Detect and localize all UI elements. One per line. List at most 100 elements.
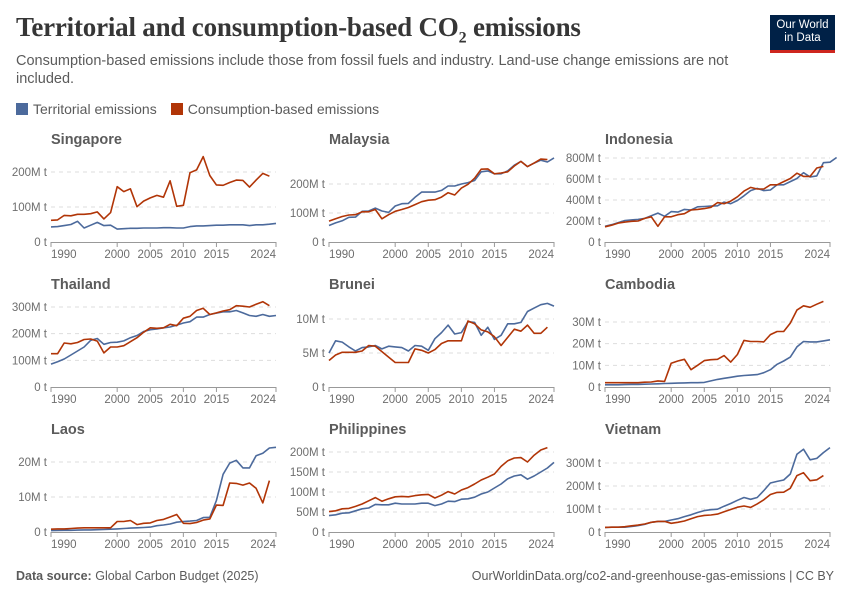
x-tick-label: 2005	[415, 539, 441, 551]
x-tick-label: 2024	[804, 394, 830, 406]
territorial-line	[604, 156, 838, 228]
territorial-line	[328, 461, 555, 517]
territorial-line	[50, 446, 277, 532]
x-tick-label: 2000	[658, 249, 684, 261]
consumption-line	[328, 320, 548, 364]
territorial-line	[604, 446, 831, 529]
x-tick-label: 2010	[449, 394, 475, 406]
footer-url[interactable]: OurWorldinData.org/co2-and-greenhouse-ga…	[471, 569, 834, 583]
x-tick-label: 2000	[104, 249, 130, 261]
panel-vietnam: Vietnam 0 t 100M t 200M t 300M t 1990 2000 2005…	[566, 422, 831, 551]
data-source: Data source: Global Carbon Budget (2025)	[16, 569, 259, 583]
x-tick-label: 2015	[204, 249, 230, 261]
y-tick-label: 20M t	[572, 339, 602, 351]
panel-brunei: Brunei 0 t 5M t 10M t 1990 2000 2005 2010 2015 20…	[296, 277, 554, 406]
y-tick-label: 800M t	[566, 153, 602, 165]
x-tick-label: 2000	[104, 394, 130, 406]
y-tick-label: 10M t	[18, 492, 48, 504]
y-tick-label: 100M t	[290, 208, 326, 220]
logo-text: Our World in Data	[776, 19, 828, 45]
x-tick-label: 2015	[204, 539, 230, 551]
y-tick-label: 10M t	[572, 360, 602, 372]
y-tick-label: 30M t	[572, 317, 602, 329]
x-tick-label: 2024	[528, 394, 554, 406]
consumption-line	[50, 480, 271, 530]
y-tick-label: 100M t	[290, 487, 326, 499]
logo-line2: in Data	[784, 32, 821, 44]
owid-logo[interactable]: Our World in Data	[770, 15, 835, 53]
x-tick-label: 1990	[51, 394, 77, 406]
panel-title: Singapore	[51, 132, 122, 148]
x-tick-label: 2010	[725, 249, 751, 261]
panel-malaysia: Malaysia 0 t 100M t 200M t 1990 2000 2005 2010 2…	[290, 132, 555, 261]
y-tick-label: 200M t	[290, 447, 326, 459]
y-tick-label: 0 t	[34, 527, 48, 539]
source-label: Data source:	[16, 569, 92, 583]
consumption-line	[604, 471, 824, 529]
x-tick-label: 1990	[329, 249, 355, 261]
panel-title: Vietnam	[605, 422, 661, 438]
x-tick-label: 2024	[528, 249, 554, 261]
y-tick-label: 100M t	[566, 504, 602, 516]
x-tick-label: 2024	[250, 539, 276, 551]
logo-line1: Our World	[776, 19, 829, 31]
y-tick-label: 0 t	[312, 382, 326, 394]
x-tick-label: 1990	[51, 249, 77, 261]
legend-label: Consumption-based emissions	[187, 101, 380, 117]
panel-thailand: Thailand 0 t 100M t 200M t 300M t 1990 2000 200…	[12, 277, 277, 406]
y-tick-label: 200M t	[566, 481, 602, 493]
y-tick-label: 0 t	[588, 527, 602, 539]
consumption-line	[328, 158, 548, 222]
x-tick-label: 2000	[382, 394, 408, 406]
y-tick-label: 50M t	[296, 507, 326, 519]
y-tick-label: 200M t	[12, 167, 48, 179]
territorial-line	[328, 302, 555, 354]
panel-philippines: Philippines 0 t 50M t 100M t 150M t 200M t 199…	[290, 422, 555, 551]
source-text[interactable]: Global Carbon Budget (2025)	[95, 569, 259, 583]
x-tick-label: 2005	[691, 249, 717, 261]
y-tick-label: 100M t	[12, 355, 48, 367]
territorial-line	[328, 157, 555, 227]
x-tick-label: 1990	[605, 249, 631, 261]
panel-title: Cambodia	[605, 277, 676, 293]
x-tick-label: 2015	[758, 394, 784, 406]
title-text: Territorial and consumption-based CO	[16, 12, 459, 42]
consumption-swatch	[170, 103, 183, 115]
panel-cambodia: Cambodia 0 t 10M t 20M t 30M t 1990 2000 2005 20…	[572, 277, 830, 406]
chart-subtitle: Consumption-based emissions include thos…	[16, 53, 729, 87]
panel-title: Malaysia	[329, 132, 390, 148]
x-tick-label: 2000	[658, 394, 684, 406]
y-tick-label: 0 t	[588, 382, 602, 394]
territorial-line	[50, 220, 277, 230]
x-tick-label: 2015	[482, 394, 508, 406]
x-tick-label: 2000	[658, 539, 684, 551]
title-subscript: 2	[458, 29, 467, 47]
territorial-line	[605, 339, 831, 386]
y-tick-label: 150M t	[290, 467, 326, 479]
x-tick-label: 2024	[804, 539, 830, 551]
x-tick-label: 2005	[691, 539, 717, 551]
y-tick-label: 400M t	[566, 195, 602, 207]
y-tick-label: 200M t	[290, 179, 326, 191]
x-tick-label: 2005	[137, 249, 163, 261]
territorial-swatch	[16, 103, 28, 115]
x-tick-label: 2005	[691, 394, 717, 406]
panel-title: Thailand	[51, 277, 111, 293]
x-tick-label: 1990	[329, 394, 355, 406]
x-tick-label: 2010	[171, 394, 197, 406]
consumption-line	[604, 165, 824, 228]
x-tick-label: 1990	[605, 539, 631, 551]
legend-item-territorial[interactable]: Territorial emissions	[16, 101, 157, 117]
x-tick-label: 2005	[415, 249, 441, 261]
y-tick-label: 200M t	[566, 216, 602, 228]
legend-item-consumption[interactable]: Consumption-based emissions	[170, 101, 380, 117]
legend-label: Territorial emissions	[33, 101, 157, 117]
consumption-line	[51, 300, 270, 355]
x-tick-label: 2010	[725, 539, 751, 551]
y-tick-label: 200M t	[12, 329, 48, 341]
panel-singapore: Singapore 0 t 100M t 200M t 1990 2000 2005 2010…	[12, 132, 277, 261]
x-tick-label: 2000	[104, 539, 130, 551]
x-tick-label: 2010	[725, 394, 751, 406]
x-tick-label: 2024	[804, 249, 830, 261]
